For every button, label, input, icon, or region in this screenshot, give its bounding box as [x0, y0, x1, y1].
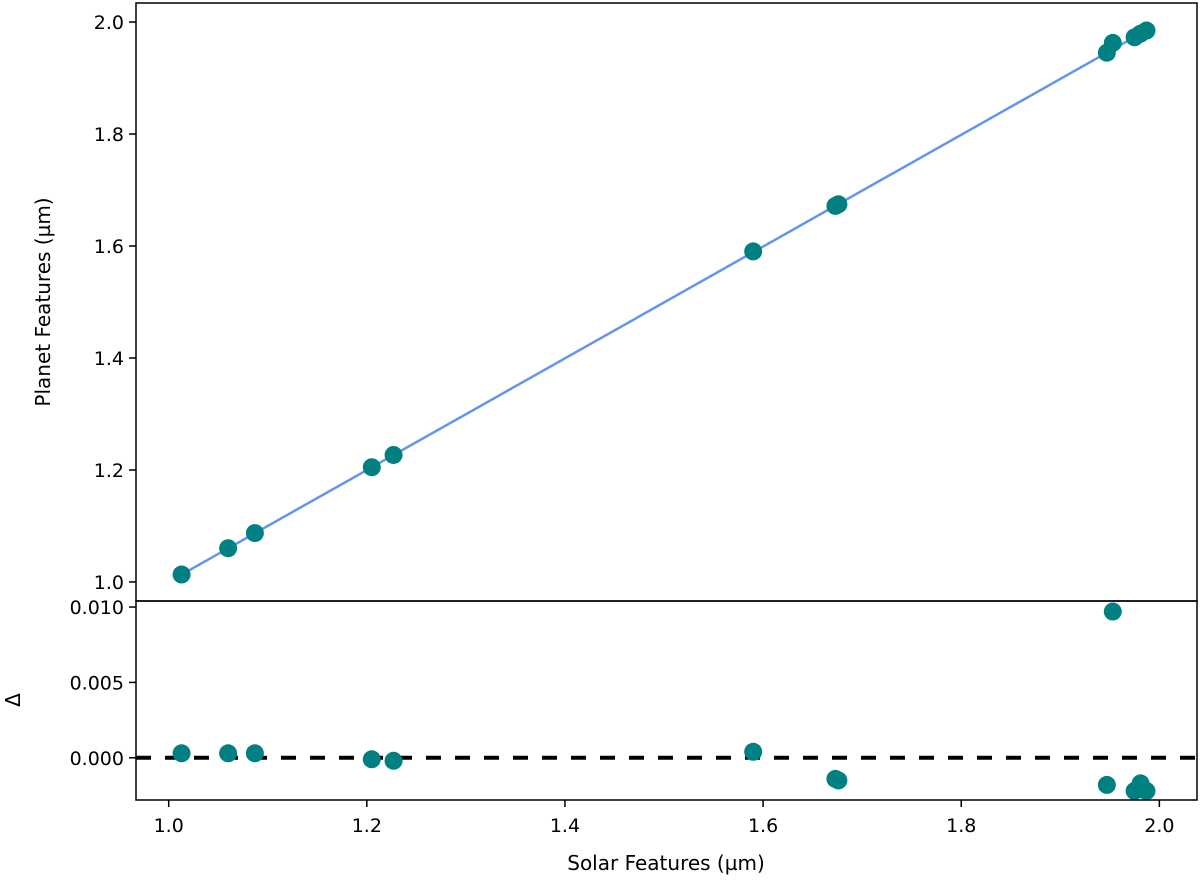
data-point	[1103, 602, 1122, 621]
data-point	[172, 565, 191, 584]
axes-frame	[135, 600, 1198, 801]
data-point	[172, 744, 191, 763]
data-point	[245, 744, 264, 763]
top-panel: 1.0 1.2 1.4 1.6 1.8 2.0	[94, 2, 1198, 602]
x-tick-label: 1.0	[154, 815, 184, 837]
data-point	[219, 539, 238, 558]
data-point	[362, 458, 381, 477]
data-point	[1137, 781, 1156, 800]
data-point	[829, 771, 848, 790]
x-tick-label: 2.0	[1144, 815, 1174, 837]
data-point	[384, 445, 403, 464]
data-point	[362, 750, 381, 769]
x-tick-label: 1.6	[748, 815, 778, 837]
data-point	[744, 742, 763, 761]
x-tick-label: 1.2	[352, 815, 382, 837]
data-point	[1137, 21, 1156, 40]
data-point	[744, 242, 763, 261]
y-tick-label: 1.2	[94, 460, 124, 482]
data-point	[1103, 33, 1122, 52]
top-y-axis-label: Planet Features (µm)	[31, 197, 55, 406]
x-tick-label: 1.8	[946, 815, 976, 837]
y-tick-label: 0.000	[70, 748, 124, 770]
bottom-y-axis-label: Δ	[1, 693, 25, 707]
y-tick-label: 1.4	[94, 348, 124, 370]
data-point	[219, 744, 238, 763]
data-point	[384, 751, 403, 770]
y-tick-label: 1.8	[94, 124, 124, 146]
y-tick-label: 0.005	[70, 672, 124, 694]
y-tick-label: 0.010	[70, 597, 124, 619]
data-point	[245, 524, 264, 543]
y-tick-label: 2.0	[94, 12, 124, 34]
data-point	[829, 195, 848, 214]
x-tick-label: 1.4	[550, 815, 580, 837]
y-tick-label: 1.6	[94, 236, 124, 258]
bottom-panel: 0.000 0.005 0.010 1.0 1.2 1.4 1.6 1.8 2.0	[70, 597, 1198, 837]
y-tick-label: 1.0	[94, 572, 124, 594]
data-point	[1097, 775, 1116, 794]
x-axis-label: Solar Features (µm)	[567, 851, 765, 875]
fit-line	[180, 29, 1148, 576]
